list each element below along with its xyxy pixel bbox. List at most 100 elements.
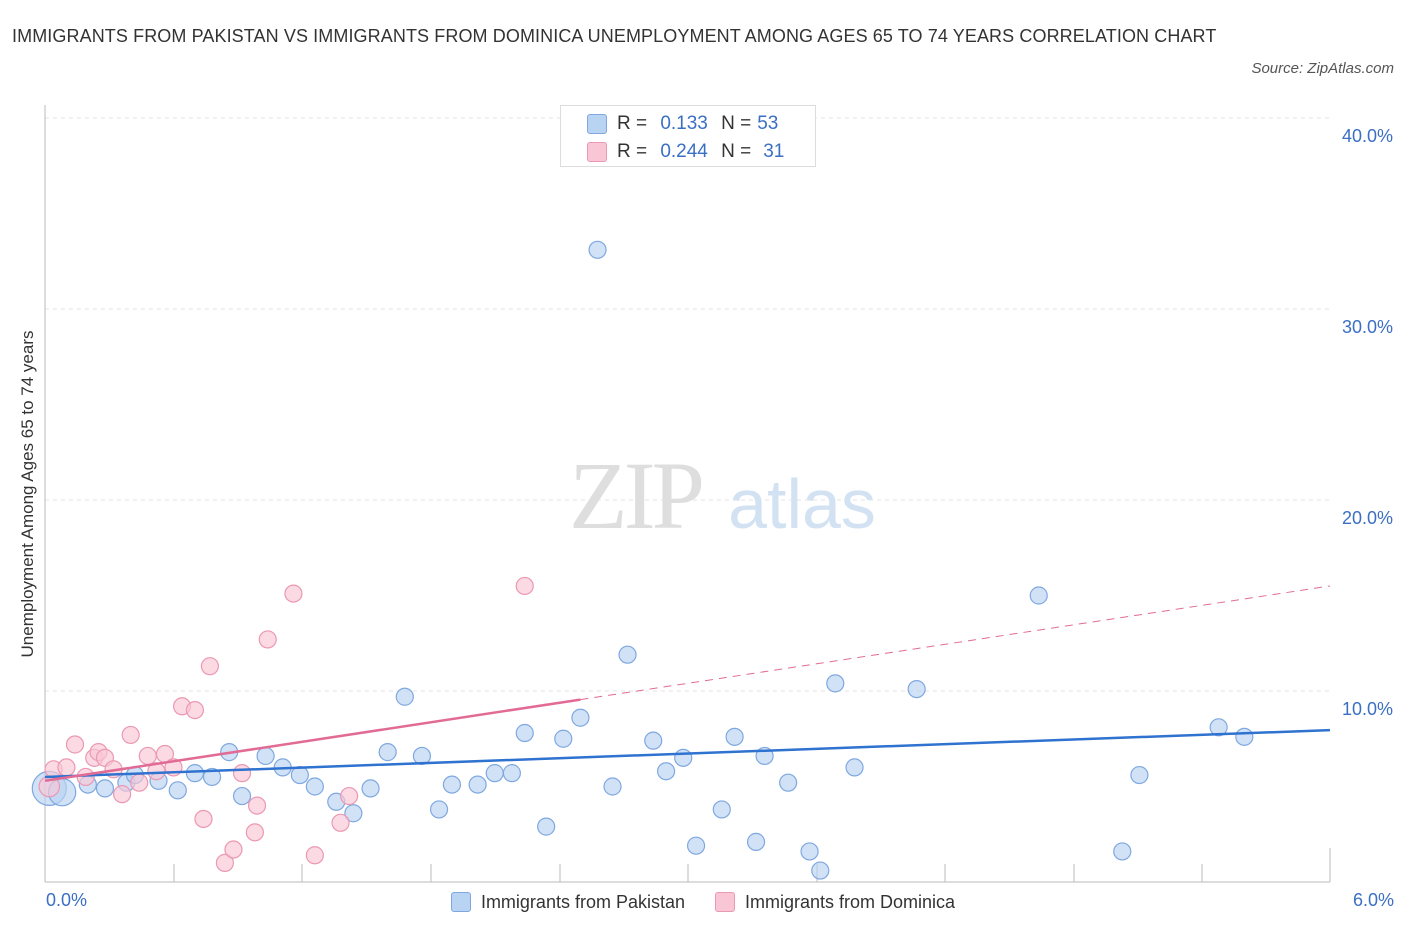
pakistan-point-17 — [344, 804, 363, 823]
dominica-r-value: 0.244 — [660, 141, 708, 162]
dominica-point-22 — [232, 764, 252, 783]
dominica-point-27 — [305, 846, 324, 865]
pakistan-point-31 — [588, 240, 607, 259]
dominica-point-28 — [331, 813, 350, 832]
pakistan-point-9 — [202, 767, 222, 787]
source-credit: Source: ZipAtlas.com — [1251, 60, 1394, 77]
pakistan-swatch — [587, 114, 607, 134]
dominica-swatch — [587, 142, 607, 162]
pakistan-point-48 — [1029, 586, 1048, 605]
pakistan-point-7 — [168, 781, 187, 800]
pakistan-point-51 — [1209, 718, 1228, 737]
y-axis-label: Unemployment Among Ages 65 to 74 years — [18, 330, 37, 658]
y-tick-label-10: 10.0% — [1342, 699, 1393, 719]
r-label: R = — [617, 141, 648, 162]
stats-legend: R = 0.133 N = 53 R = 0.244 N = 31 — [560, 105, 816, 167]
dominica-point-30 — [515, 576, 534, 596]
n-label: N = — [721, 113, 752, 134]
pakistan-n-value: 53 — [757, 113, 779, 134]
pakistan-point-18 — [361, 779, 380, 798]
stats-row-dominica: R = 0.244 N = 31 — [587, 138, 784, 166]
y-tick-label-20: 20.0% — [1342, 508, 1393, 528]
pakistan-point-29 — [554, 729, 573, 748]
n-label: N = — [721, 141, 752, 162]
pakistan-point-20 — [395, 687, 414, 706]
dominica-point-10 — [121, 725, 140, 745]
x-tick-max: 6.0% — [1352, 890, 1394, 910]
stats-row-pakistan: R = 0.133 N = 53 — [587, 110, 778, 138]
pakistan-point-30 — [571, 708, 590, 727]
pakistan-point-39 — [725, 727, 744, 746]
dominica-point-18 — [194, 809, 213, 829]
pakistan-point-42 — [779, 773, 798, 792]
pakistan-point-38 — [712, 800, 731, 819]
pakistan-point-28 — [537, 817, 556, 836]
dominica-point-9 — [112, 785, 132, 804]
dominica-point-11 — [130, 773, 149, 792]
dominica-point-17 — [185, 700, 205, 720]
dominica-point-25 — [258, 630, 277, 649]
trend-line-pakistan — [44, 728, 1331, 779]
trend-line-dominica-dashed — [580, 585, 1331, 701]
pakistan-point-15 — [305, 777, 324, 796]
legend-swatch-dominica — [715, 892, 735, 912]
watermark: ZIP atlas — [569, 442, 876, 549]
pakistan-point-40 — [746, 832, 766, 851]
pakistan-point-19 — [378, 743, 397, 762]
pakistan-point-11 — [232, 786, 252, 806]
y-tick-label-30: 30.0% — [1342, 317, 1393, 337]
pakistan-point-3 — [95, 779, 115, 798]
pakistan-point-36 — [674, 748, 693, 767]
pakistan-point-12 — [256, 746, 275, 766]
pakistan-point-27 — [515, 723, 534, 743]
pakistan-point-25 — [485, 764, 504, 783]
chart-title: IMMIGRANTS FROM PAKISTAN VS IMMIGRANTS F… — [12, 26, 1217, 46]
pakistan-point-32 — [603, 777, 622, 796]
dominica-n-value: 31 — [763, 141, 785, 162]
pakistan-point-44 — [811, 861, 830, 880]
dominica-point-19 — [200, 657, 220, 676]
dominica-point-4 — [76, 767, 95, 787]
r-label: R = — [617, 113, 648, 134]
pakistan-point-8 — [185, 764, 205, 783]
pakistan-point-35 — [656, 762, 676, 781]
dominica-point-24 — [247, 796, 267, 815]
dominica-point-12 — [138, 746, 157, 766]
pakistan-point-22 — [429, 800, 449, 819]
legend-label-dominica: Immigrants from Dominica — [745, 891, 956, 912]
pakistan-point-49 — [1113, 842, 1132, 861]
x-tick-min: 0.0% — [46, 890, 88, 910]
trend-lines — [44, 585, 1331, 783]
legend-item-dominica[interactable]: Immigrants from Dominica — [715, 892, 955, 913]
pakistan-point-46 — [845, 758, 864, 777]
dominica-point-26 — [284, 584, 303, 603]
series-pakistan-points — [31, 240, 1254, 880]
pakistan-point-43 — [800, 842, 819, 861]
pakistan-point-50 — [1130, 765, 1149, 785]
legend-label-pakistan: Immigrants from Pakistan — [480, 891, 685, 912]
watermark-atlas: atlas — [728, 465, 876, 543]
dominica-point-29 — [340, 786, 359, 806]
pakistan-point-26 — [502, 764, 521, 783]
trend-line-dominica-solid — [44, 698, 581, 783]
pakistan-point-24 — [468, 775, 487, 794]
legend-swatch-pakistan — [450, 892, 471, 912]
legend-item-pakistan[interactable]: Immigrants from Pakistan — [450, 891, 685, 913]
dominica-point-2 — [57, 758, 76, 777]
pakistan-r-value: 0.133 — [660, 113, 708, 134]
bottom-legend: Immigrants from Pakistan Immigrants from… — [0, 888, 1406, 916]
pakistan-point-47 — [907, 679, 926, 699]
dominica-point-23 — [245, 823, 264, 842]
pakistan-point-23 — [442, 775, 462, 794]
y-tick-label-40: 40.0% — [1342, 126, 1393, 146]
pakistan-point-45 — [826, 674, 845, 693]
y-tick-labels: 10.0% 20.0% 30.0% 40.0% — [1342, 126, 1393, 719]
dominica-point-21 — [224, 840, 243, 859]
pakistan-point-37 — [686, 836, 706, 855]
watermark-zip: ZIP — [569, 442, 702, 549]
series-dominica-points — [38, 576, 534, 873]
pakistan-point-52 — [1235, 727, 1254, 746]
grid-lines — [45, 117, 1330, 692]
dominica-point-20 — [215, 853, 234, 873]
